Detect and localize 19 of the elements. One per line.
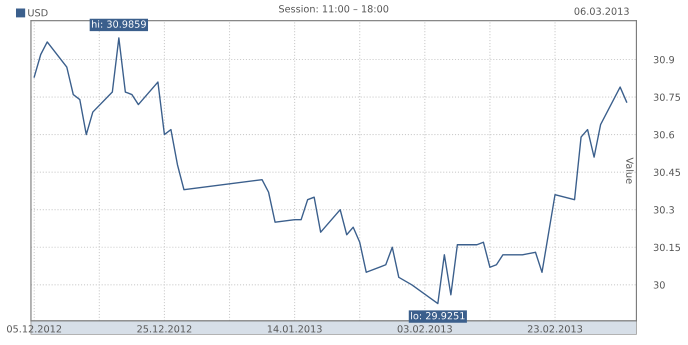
x-tick-label: 14.01.2013: [268, 325, 322, 333]
legend-label: USD: [28, 9, 48, 16]
x-tick-label: 23.02.2013: [528, 325, 582, 333]
y-tick-label: 30: [654, 281, 665, 289]
y-tick-label: 30.6: [654, 131, 674, 138]
line-series: [34, 37, 628, 304]
x-tick-label: 03.02.2013: [398, 325, 452, 333]
y-tick-label: 30.15: [654, 244, 680, 252]
y-tick-label: 30.3: [654, 206, 674, 214]
y-tick-label: 30.9: [654, 56, 674, 64]
y-tick-label: 30.75: [654, 94, 680, 101]
x-tick-label: 25.12.2012: [137, 325, 192, 333]
chart-title: Session: 11:00 – 18:00: [279, 4, 388, 13]
text: 06.03.2013: [574, 8, 629, 15]
annotation: lo: 29.9251: [411, 312, 465, 320]
y-tick-label: 30.45: [654, 168, 680, 176]
annotation: hi: 30.9859: [92, 20, 146, 28]
x-tick-label: 05.12.2012: [7, 325, 62, 333]
y-axis-title: Value: [626, 158, 634, 184]
